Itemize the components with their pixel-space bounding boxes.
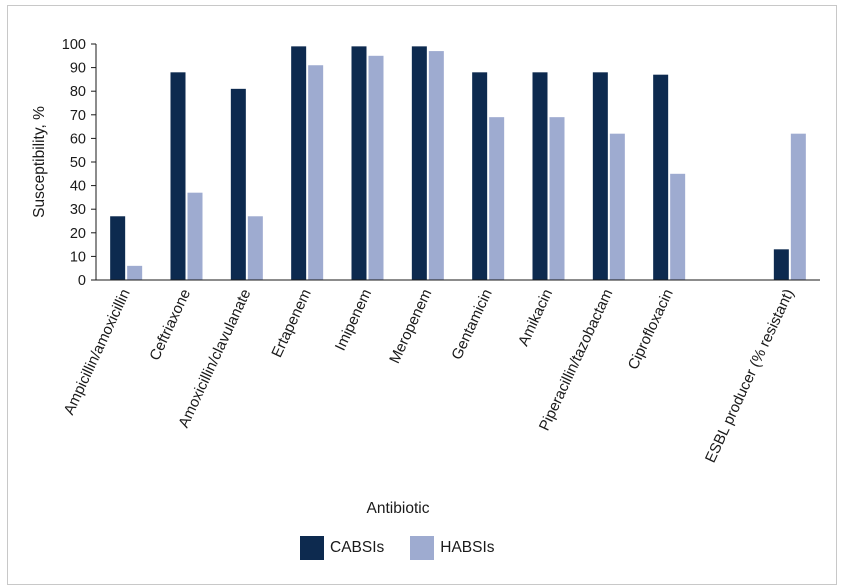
x-category-label: Gentamicin: [448, 287, 495, 363]
bar-cabsis-7: [472, 72, 488, 280]
bar-cabsis-9: [592, 72, 608, 280]
y-tick-label: 90: [70, 61, 86, 77]
bars: [110, 46, 806, 281]
bar-habsis-3: [247, 216, 263, 280]
legend-swatch-habsis: [410, 536, 435, 560]
x-category-label: Meropenem: [386, 287, 435, 367]
x-category-label: Ciprofloxacin: [625, 287, 677, 373]
legend-label-habsis: HABSIs: [440, 539, 495, 556]
y-axis: 0 10 20 30 40 50 60 70 80 90 100: [62, 37, 97, 289]
x-category-label: Ampicillin/amoxicillin: [61, 287, 134, 418]
bar-habsis-8: [549, 117, 565, 280]
legend-label-cabsis: CABSIs: [330, 539, 385, 556]
bar-cabsis-6: [411, 46, 427, 280]
y-tick-label: 80: [70, 84, 86, 100]
legend-item-cabsis: CABSIs: [300, 536, 384, 560]
bar-cabsis-2: [170, 72, 186, 280]
x-axis: Ampicillin/amoxicillin CeftriaxoneAmoxici…: [61, 279, 820, 466]
x-axis-title: Antibiotic: [367, 500, 430, 517]
bar-habsis-7: [489, 117, 505, 280]
bar-habsis-4: [308, 65, 324, 281]
x-category-label: Amikacin: [515, 287, 556, 349]
bar-cabsis-5: [351, 46, 367, 280]
legend-item-habsis: HABSIs: [410, 536, 495, 560]
bar-habsis-12: [790, 133, 806, 280]
y-tick-label: 20: [70, 226, 86, 242]
y-tick-label: 100: [62, 37, 86, 53]
legend: CABSIs HABSIs: [300, 536, 521, 560]
y-tick-label: 30: [70, 202, 86, 218]
y-tick-label: 60: [70, 131, 86, 147]
x-category-label: ESBL producer (% resistant): [702, 287, 798, 466]
y-tick-label: 40: [70, 179, 86, 195]
bar-habsis-9: [609, 133, 625, 280]
bar-cabsis-4: [291, 46, 307, 280]
y-tick-label: 50: [70, 155, 86, 171]
bar-habsis-5: [368, 55, 384, 280]
legend-swatch-cabsis: [300, 536, 324, 560]
bar-cabsis-1: [110, 216, 126, 280]
bar-habsis-10: [670, 173, 686, 280]
y-tick-label: 0: [78, 273, 86, 289]
bar-cabsis-12: [773, 249, 789, 280]
bar-cabsis-8: [532, 72, 548, 280]
x-category-label: Imipenem: [332, 287, 375, 354]
bar-chart: 0 10 20 30 40 50 60 70 80 90 100 Ampicillin/amoxic…: [31, 37, 820, 517]
bar-habsis-6: [428, 51, 444, 280]
bar-habsis-2: [187, 192, 203, 280]
bar-habsis-1: [127, 265, 143, 280]
x-category-label: Ceftriaxone: [146, 287, 194, 364]
bar-cabsis-3: [230, 88, 246, 280]
x-category-label: Ertapenem: [268, 287, 314, 361]
y-tick-label: 10: [70, 249, 86, 265]
bar-cabsis-10: [653, 74, 669, 281]
y-tick-label: 70: [70, 108, 86, 124]
y-axis-title: Susceptibility, %: [31, 106, 48, 218]
